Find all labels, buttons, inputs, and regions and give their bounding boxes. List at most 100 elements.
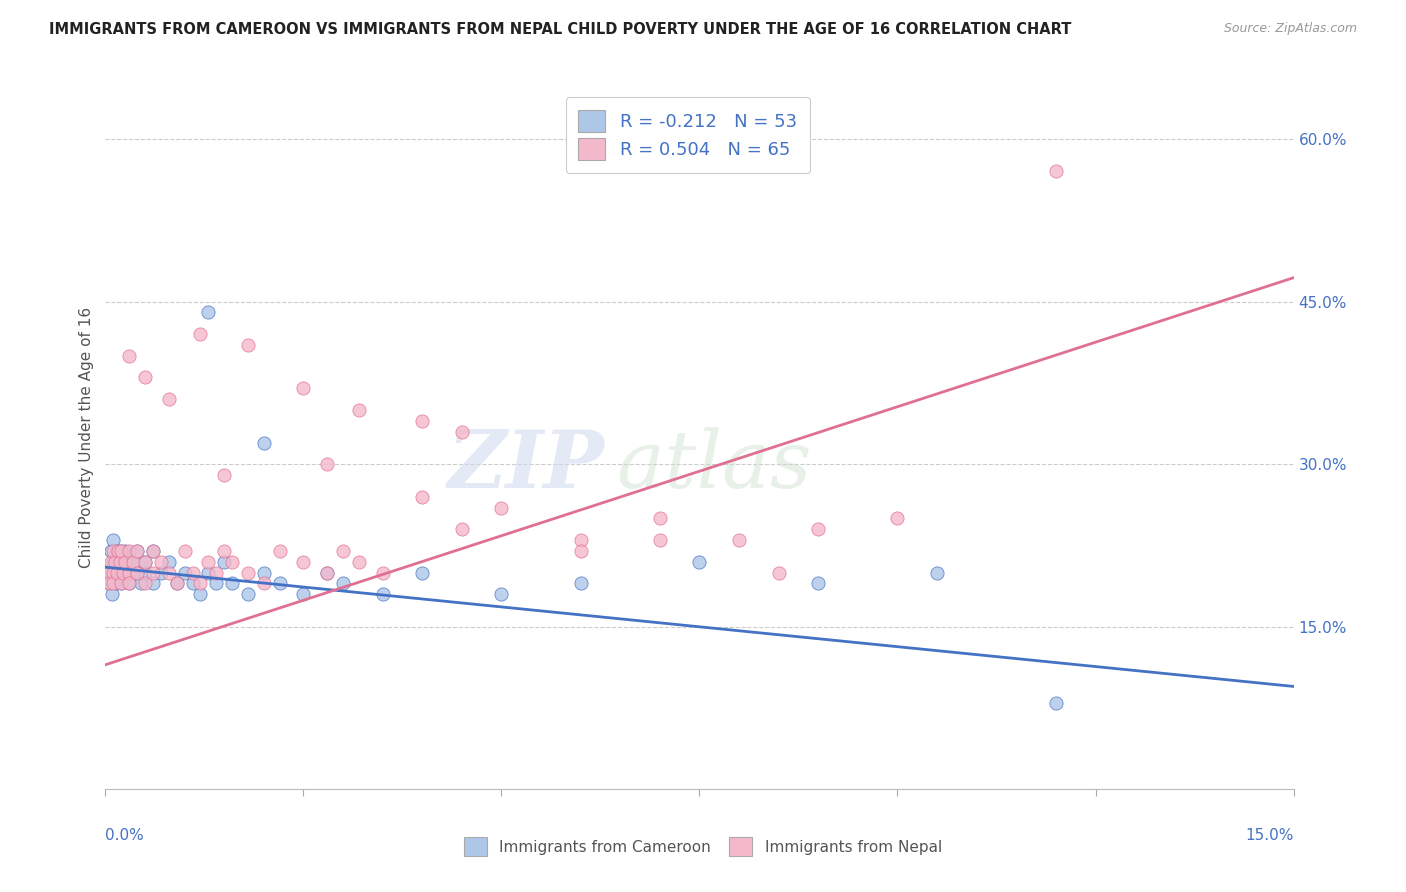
Point [173, 566, 195, 580]
Point [689, 555, 711, 569]
Point [166, 576, 188, 591]
Point [104, 576, 127, 591]
Point [214, 555, 236, 569]
Point [411, 490, 433, 504]
Point [104, 555, 127, 569]
Point [110, 544, 132, 558]
Text: ZIP: ZIP [447, 426, 605, 504]
Point [134, 576, 156, 591]
Point [127, 566, 149, 580]
Point [110, 576, 132, 591]
Point [127, 544, 149, 558]
Point [292, 555, 315, 569]
Point [149, 566, 172, 580]
Point [103, 533, 125, 547]
Point [807, 522, 830, 536]
Text: IMMIGRANTS FROM CAMEROON VS IMMIGRANTS FROM NEPAL CHILD POVERTY UNDER THE AGE OF: IMMIGRANTS FROM CAMEROON VS IMMIGRANTS F… [49, 22, 1071, 37]
Point [1045, 164, 1067, 178]
Point [97, 566, 120, 580]
Point [236, 587, 259, 601]
Point [253, 576, 276, 591]
Point [134, 370, 156, 384]
Point [118, 555, 141, 569]
Point [332, 544, 354, 558]
Point [134, 555, 156, 569]
Point [648, 533, 671, 547]
Point [142, 576, 165, 591]
Point [205, 576, 228, 591]
Point [886, 511, 908, 525]
Point [114, 555, 136, 569]
Point [269, 544, 291, 558]
Point [332, 576, 354, 591]
Point [197, 566, 219, 580]
Point [103, 576, 125, 591]
Point [100, 544, 122, 558]
Point [236, 338, 259, 352]
Point [728, 533, 751, 547]
Point [569, 544, 592, 558]
Point [181, 566, 204, 580]
Text: atlas: atlas [616, 426, 811, 504]
Point [108, 566, 131, 580]
Point [166, 576, 188, 591]
Point [221, 555, 243, 569]
Point [371, 587, 394, 601]
Point [122, 555, 145, 569]
Point [491, 587, 513, 601]
Point [107, 544, 129, 558]
Point [118, 566, 141, 580]
Point [118, 576, 141, 591]
Point [114, 544, 136, 558]
Point [347, 555, 370, 569]
Point [114, 566, 136, 580]
Point [98, 576, 121, 591]
Text: 0.0%: 0.0% [105, 828, 145, 843]
Text: Source: ZipAtlas.com: Source: ZipAtlas.com [1223, 22, 1357, 36]
Point [411, 566, 433, 580]
Text: 15.0%: 15.0% [1246, 828, 1294, 843]
Point [205, 566, 228, 580]
Point [118, 576, 141, 591]
Point [181, 576, 204, 591]
Point [173, 544, 195, 558]
Point [142, 544, 165, 558]
Point [190, 327, 212, 342]
Point [142, 566, 165, 580]
Point [103, 555, 125, 569]
Point [925, 566, 948, 580]
Y-axis label: Child Poverty Under the Age of 16: Child Poverty Under the Age of 16 [79, 307, 94, 567]
Point [111, 566, 134, 580]
Point [157, 392, 180, 406]
Point [110, 576, 132, 591]
Point [648, 511, 671, 525]
Point [221, 576, 243, 591]
Legend: R = -0.212   N = 53, R = 0.504   N = 65: R = -0.212 N = 53, R = 0.504 N = 65 [565, 97, 810, 173]
Point [316, 566, 339, 580]
Point [129, 576, 152, 591]
Point [450, 522, 472, 536]
Point [197, 305, 219, 319]
Point [103, 566, 125, 580]
Point [450, 425, 472, 439]
Point [149, 555, 172, 569]
Point [316, 457, 339, 471]
Point [190, 576, 212, 591]
Point [214, 468, 236, 483]
Point [807, 576, 830, 591]
Point [104, 566, 127, 580]
Point [1045, 696, 1067, 710]
Point [569, 533, 592, 547]
Point [105, 566, 128, 580]
Point [253, 435, 276, 450]
Point [134, 566, 156, 580]
Point [292, 381, 315, 395]
Point [491, 500, 513, 515]
Point [127, 566, 149, 580]
Point [569, 576, 592, 591]
Point [292, 587, 315, 601]
Legend: Immigrants from Cameroon, Immigrants from Nepal: Immigrants from Cameroon, Immigrants fro… [458, 831, 948, 862]
Point [118, 349, 141, 363]
Point [97, 566, 120, 580]
Point [768, 566, 790, 580]
